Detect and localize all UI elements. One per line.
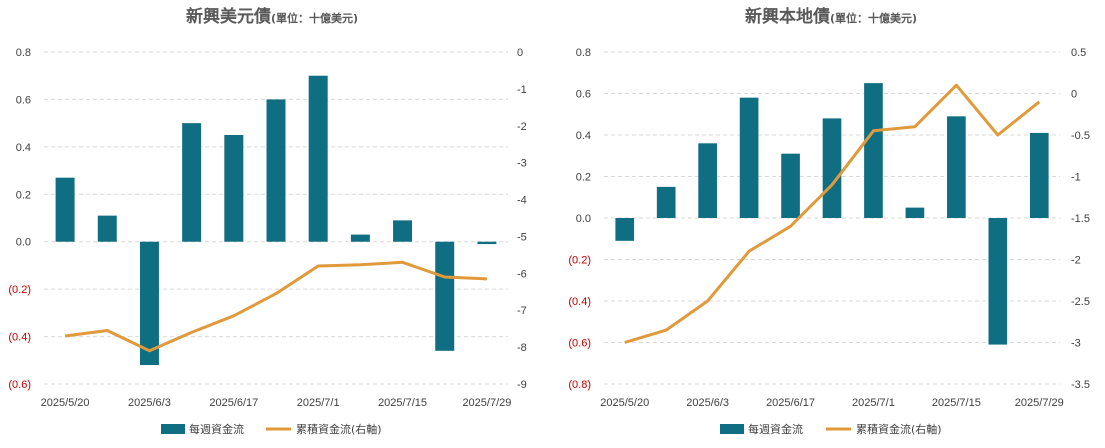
y-right-tick-label: -2 (517, 121, 527, 133)
bar-weekly-flow (988, 218, 1008, 345)
bar-weekly-flow (55, 177, 75, 242)
bar-weekly-flow (308, 75, 328, 242)
bar-weekly-flow (781, 153, 800, 218)
bar-weekly-flow (698, 143, 717, 218)
y-right-tick-label: 0.5 (1071, 47, 1086, 59)
bar-weekly-flow (139, 241, 159, 366)
line-cumulative-flow (624, 83, 1041, 344)
bar-weekly-flow (182, 123, 202, 242)
y-right-tick-label: -3 (1071, 338, 1081, 350)
chart-title: 新興美元債(單位：十億美元) (186, 6, 358, 27)
line-cumulative-flow (64, 260, 487, 353)
y-right-tick-label: -7 (517, 305, 527, 317)
y-left-tick-label: (0.2) (8, 284, 31, 296)
chart-title: 新興本地債(單位：十億美元) (745, 6, 917, 27)
bar-weekly-flow (864, 83, 883, 218)
x-tick-label: 2025/6/17 (209, 397, 258, 409)
chart-title-unit: (單位：十億美元) (830, 11, 917, 25)
bar-weekly-flow (97, 215, 117, 242)
y-left-tick-label: (0.6) (568, 338, 591, 350)
bar-weekly-flow (224, 135, 244, 242)
chart-title-main: 新興本地債 (745, 6, 830, 27)
bar-weekly-flow (435, 241, 455, 351)
chart-emerging-usd-bonds: 新興美元債(單位：十億美元) 0.8 0.6 0.4 0.2 0.0 (0.2) (0.4) (… (8, 6, 526, 436)
y-left-tick-label: 0.4 (576, 130, 591, 142)
x-tick-label: 2025/7/29 (462, 397, 511, 409)
y-right-tick-label: -2 (1071, 255, 1081, 267)
x-tick-label: 2025/7/1 (297, 397, 340, 409)
bar-weekly-flow (905, 207, 925, 218)
y-right-tick-label: -2.5 (1071, 296, 1090, 308)
x-tick-label: 2025/7/15 (378, 397, 427, 409)
bar-weekly-flow (822, 118, 842, 218)
chart-title-main: 新興美元債 (186, 6, 271, 27)
y-right-tick-label: -3.5 (1071, 379, 1090, 391)
legend-swatch-weekly (720, 424, 744, 434)
legend-label-cumulative: 累積資金流(右軸) (296, 422, 382, 436)
bar-weekly-flow (393, 220, 413, 242)
bar-weekly-flow (477, 241, 497, 245)
bar-weekly-flow (656, 186, 676, 218)
y-right-tick-label: -9 (517, 379, 527, 391)
x-tick-label: 2025/7/1 (852, 397, 895, 409)
y-right-tick-label: -1 (1071, 172, 1081, 184)
chart-emerging-local-bonds: 新興本地債(單位：十億美元) 0.8 0.6 0.4 0.2 0.0 (0.2) (0.4) (… (568, 6, 1090, 436)
y-right-tick-label: -4 (517, 195, 527, 207)
legend-swatch-weekly (161, 424, 185, 434)
y-left-tick-label: (0.8) (568, 379, 591, 391)
chart-title-unit: (單位：十億美元) (271, 11, 358, 25)
bar-weekly-flow (1029, 132, 1049, 218)
x-tick-label: 2025/6/3 (128, 397, 171, 409)
y-right-tick-label: -0.5 (1071, 130, 1090, 142)
y-right-tick-label: 0 (1071, 89, 1077, 101)
x-tick-label: 2025/6/17 (766, 397, 815, 409)
bar-weekly-flow (739, 97, 759, 218)
y-right-tick-label: -3 (517, 158, 527, 170)
y-right-tick-label: -6 (517, 268, 527, 280)
y-left-tick-label: 0.8 (576, 47, 591, 59)
y-right-tick-label: -1.5 (1071, 213, 1090, 225)
y-right-tick-label: 0 (517, 47, 523, 59)
y-right-tick-label: -1 (517, 84, 527, 96)
y-left-tick-label: 0.4 (16, 142, 31, 154)
x-tick-label: 2025/5/20 (41, 397, 90, 409)
legend-label-weekly: 每週資金流 (189, 422, 244, 436)
y-left-tick-label: 0.6 (16, 94, 31, 106)
y-left-tick-label: 0.0 (576, 213, 591, 225)
y-left-tick-label: (0.6) (8, 379, 31, 391)
bar-weekly-flow (266, 99, 286, 242)
x-tick-label: 2025/7/29 (1015, 397, 1064, 409)
y-right-tick-label: -8 (517, 342, 527, 354)
y-left-tick-label: 0.8 (16, 47, 31, 59)
x-tick-label: 2025/5/20 (600, 397, 649, 409)
y-left-tick-label: 0.6 (576, 89, 591, 101)
y-left-tick-label: (0.4) (568, 296, 591, 308)
y-left-tick-label: 0.2 (576, 172, 591, 184)
bar-weekly-flow (615, 218, 635, 241)
y-right-tick-label: -5 (517, 231, 527, 243)
y-left-tick-label: 0.0 (16, 237, 31, 249)
bar-weekly-flow (350, 234, 370, 242)
x-tick-label: 2025/6/3 (686, 397, 729, 409)
y-left-tick-label: 0.2 (16, 189, 31, 201)
y-left-tick-label: (0.4) (8, 332, 31, 344)
bar-weekly-flow (947, 116, 966, 218)
x-tick-label: 2025/7/15 (932, 397, 981, 409)
legend-label-cumulative: 累積資金流(右軸) (856, 422, 942, 436)
y-left-tick-label: (0.2) (568, 255, 591, 267)
legend-label-weekly: 每週資金流 (748, 422, 803, 436)
